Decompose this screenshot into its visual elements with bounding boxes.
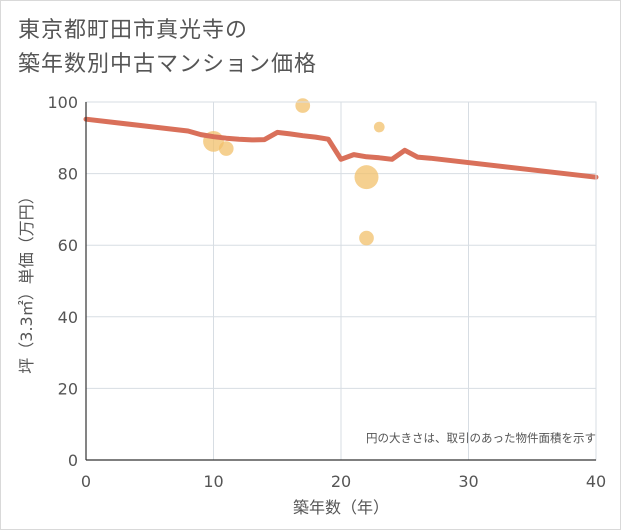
chart-title-line1: 東京都町田市真光寺の bbox=[18, 18, 249, 43]
bubble-series bbox=[203, 98, 385, 246]
x-tick-label: 20 bbox=[331, 472, 351, 491]
data-bubble bbox=[218, 141, 234, 156]
data-bubble bbox=[354, 165, 379, 190]
trend-series bbox=[83, 116, 599, 180]
y-tick-label: 80 bbox=[58, 165, 78, 184]
y-axis-label: 坪（3.3㎡）単価（万円） bbox=[17, 188, 36, 373]
axes bbox=[85, 101, 597, 461]
tick-labels: 0 20 40 60 80 100 0 10 20 30 40 bbox=[47, 93, 606, 491]
x-tick-label: 40 bbox=[586, 472, 606, 491]
chart-annotation: 円の大きさは、取引のあった物件面積を示す bbox=[366, 431, 596, 445]
chart-title: 東京都町田市真光寺の 築年数別中古マンション価格 bbox=[18, 14, 317, 82]
y-tick-label: 0 bbox=[68, 451, 78, 470]
trend-line bbox=[83, 116, 599, 180]
y-tick-label: 40 bbox=[58, 308, 78, 327]
data-bubble bbox=[373, 121, 385, 133]
data-bubble bbox=[295, 98, 311, 113]
chart-title-line2: 築年数別中古マンション価格 bbox=[18, 52, 318, 77]
y-tick-label: 100 bbox=[47, 93, 78, 112]
x-tick-label: 30 bbox=[458, 472, 478, 491]
data-bubble bbox=[359, 230, 374, 246]
x-tick-label: 10 bbox=[203, 472, 223, 491]
x-tick-label: 0 bbox=[81, 472, 91, 491]
y-tick-label: 20 bbox=[58, 379, 78, 398]
x-axis-label: 築年数（年） bbox=[293, 498, 389, 517]
y-tick-label: 60 bbox=[58, 236, 78, 255]
